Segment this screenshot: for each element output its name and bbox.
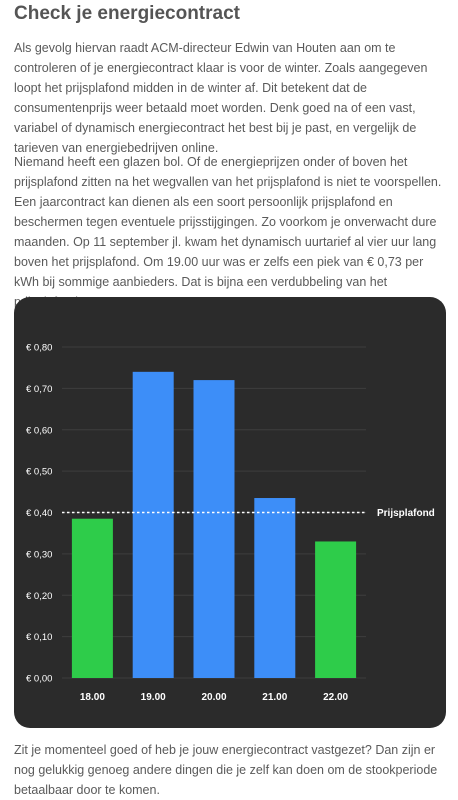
y-tick-label: € 0,80 <box>26 343 52 354</box>
bar <box>193 380 235 678</box>
y-tick-label: € 0,60 <box>26 425 52 436</box>
y-tick-label: € 0,40 <box>26 508 52 519</box>
article-paragraph-3: Zit je momenteel goed of heb je jouw ene… <box>14 743 438 797</box>
y-tick-label: € 0,50 <box>26 467 52 478</box>
article-paragraph-2: Niemand heeft een glazen bol. Of de ener… <box>14 155 442 309</box>
y-tick-label: € 0,70 <box>26 384 52 395</box>
bar <box>315 541 357 678</box>
x-category-label: 22.00 <box>323 692 348 703</box>
y-tick-label: € 0,10 <box>26 632 52 643</box>
reference-line-label: Prijsplafond <box>377 508 435 519</box>
x-category-label: 20.00 <box>201 692 226 703</box>
y-tick-label: € 0,20 <box>26 591 52 602</box>
article-title: Check je energiecontract <box>14 3 240 24</box>
x-category-label: 19.00 <box>141 692 166 703</box>
bar <box>71 518 113 678</box>
price-chart-svg: € 0,00 € 0,10 € 0,20 € 0,30 € 0,40 € 0,50 € 0,… <box>26 343 435 704</box>
x-category-label: 21.00 <box>262 692 287 703</box>
price-chart: € 0,00 € 0,10 € 0,20 € 0,30 € 0,40 € 0,50 € 0,… <box>14 297 446 728</box>
y-tick-label: € 0,00 <box>26 674 52 685</box>
article-paragraph-1: Als gevolg hiervan raadt ACM-directeur E… <box>14 41 428 155</box>
x-category-label: 18.00 <box>80 692 105 703</box>
bar <box>132 371 174 678</box>
y-tick-label: € 0,30 <box>26 549 52 560</box>
bar <box>254 498 296 678</box>
